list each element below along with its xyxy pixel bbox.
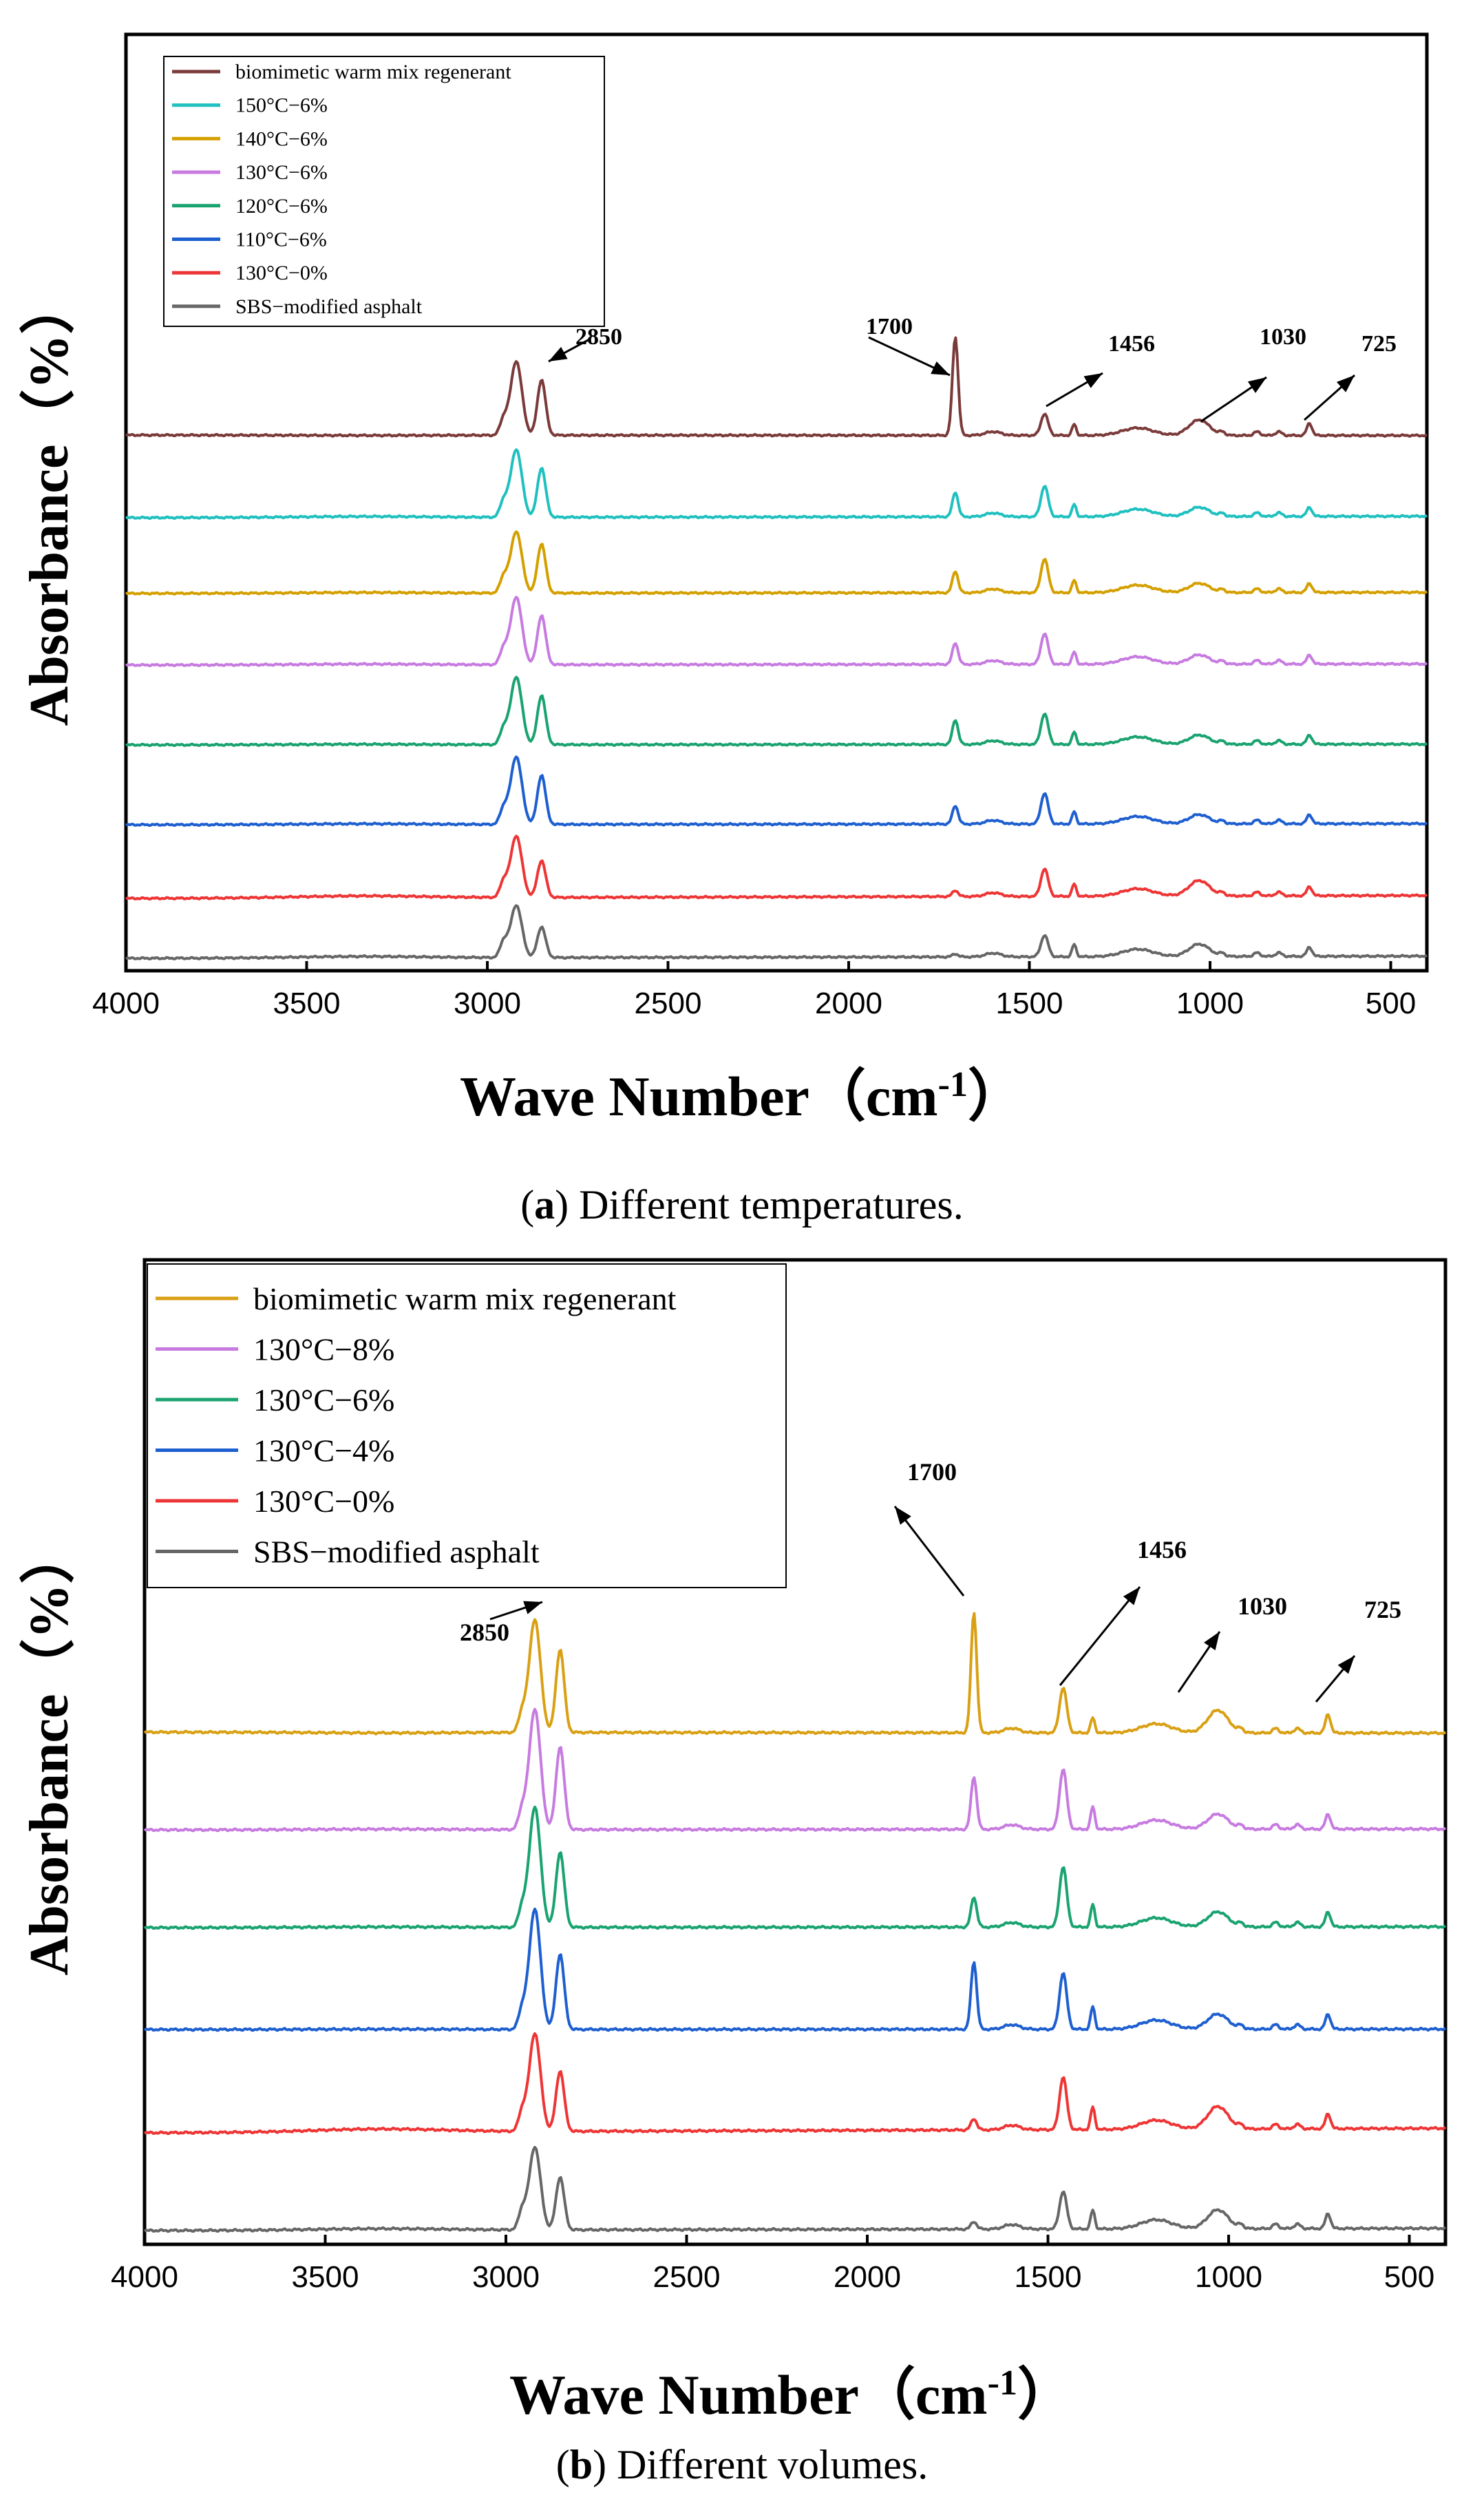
- panel-a-legend-label: 130°C−0%: [235, 262, 328, 284]
- panel-a-annotation-label: 1700: [866, 314, 913, 339]
- panel-b-legend-label: SBS−modified asphalt: [253, 1535, 540, 1570]
- panel-b-x-tick-label: 3000: [472, 2260, 540, 2294]
- panel-b-legend-label: biomimetic warm mix regenerant: [253, 1281, 677, 1316]
- panel-b-x-tick-label: 2500: [653, 2260, 721, 2294]
- panel-a-legend-label: 120°C−6%: [235, 195, 328, 218]
- panel-a-y-axis-label: Absorbance（%）: [19, 280, 80, 726]
- panel-a-annotation-arrowhead: [549, 346, 568, 361]
- panel-b-annotation-arrowhead: [1123, 1587, 1140, 1605]
- panel-b-x-tick-label: 1500: [1015, 2260, 1082, 2294]
- panel-a-caption: (a) Different temperatures.: [520, 1182, 964, 1228]
- panel-b-x-tick-label: 2000: [834, 2260, 901, 2294]
- panel-a-series-line: [125, 448, 1428, 520]
- panel-a-x-tick-label: 3500: [273, 987, 341, 1020]
- panel-b-series-line: [143, 2146, 1447, 2233]
- panel-b-x-axis-label: Wave Number（cm-1）: [509, 2363, 1074, 2427]
- panel-a-x-ticks: 4000 3500 3000 2500 2000 1500 1000 500: [92, 961, 1416, 1020]
- panel-a-legend-label: 130°C−6%: [235, 161, 328, 184]
- panel-b-legend-box: [147, 1263, 787, 1588]
- panel-a-legend-label: SBS−modified asphalt: [235, 295, 423, 318]
- panel-b-caption: (b) Different volumes.: [556, 2442, 928, 2487]
- panel-a-x-tick-label: 4000: [92, 987, 160, 1020]
- panel-a-series-line: [125, 596, 1428, 668]
- panel-a-legend-label: 150°C−6%: [235, 94, 328, 117]
- panel-a-x-tick-label: 1000: [1176, 987, 1244, 1020]
- panel-a-series-line: [125, 755, 1428, 828]
- panel-a-x-tick-label: 3000: [454, 987, 521, 1020]
- panel-b-legend-label: 130°C−6%: [253, 1382, 394, 1418]
- panel-a-x-tick-label: 2500: [635, 987, 702, 1020]
- panel-a-annotation-arrowhead: [931, 361, 950, 375]
- panel-a-annotation-arrowhead: [1336, 375, 1355, 392]
- panel-a-annotation-label: 725: [1361, 331, 1397, 357]
- panel-a-series-line: [125, 904, 1428, 960]
- panel-b-annotation-arrow: [1059, 1586, 1141, 1686]
- panel-a-annotation-label: 1456: [1108, 331, 1155, 357]
- panel-a-chart: 4000 3500 3000 2500 2000 1500 1000 500 2850 1700…: [19, 32, 1429, 1228]
- panel-a-x-tick-label: 500: [1366, 987, 1416, 1020]
- panel-b-legend: biomimetic warm mix regenerant 130°C−8% 13…: [147, 1263, 787, 1588]
- panel-a-legend: biomimetic warm mix regenerant 150°C−6% 14…: [163, 56, 605, 327]
- panel-b-annotation-arrowhead: [1337, 1656, 1355, 1674]
- panel-a-series-lines: [125, 336, 1428, 960]
- panel-a-annotations: 2850 1700 1456 1030 725: [548, 314, 1397, 423]
- panel-a-series-line: [125, 530, 1428, 596]
- panel-a-series-line: [125, 834, 1428, 900]
- panel-a-annotation-label: 2850: [575, 324, 622, 350]
- panel-b-legend-label: 130°C−0%: [253, 1484, 394, 1519]
- panel-b-series-lines: [143, 1612, 1447, 2233]
- panel-b-plot-frame: [142, 1258, 1448, 2246]
- panel-b-annotation-arrow: [893, 1506, 965, 1597]
- panel-a-annotation-label: 1030: [1260, 324, 1306, 350]
- panel-b-y-axis-label: Absorbance（%）: [19, 1529, 80, 1976]
- panel-a-legend-label: biomimetic warm mix regenerant: [235, 61, 511, 83]
- panel-a-legend-box: [163, 56, 605, 327]
- panel-b-annotation-label: 725: [1364, 1596, 1401, 1623]
- panel-b-annotation-label: 1456: [1137, 1536, 1187, 1563]
- panel-a-legend-label: 110°C−6%: [235, 229, 327, 251]
- panel-b-series-line: [143, 1907, 1447, 2032]
- panel-b-x-tick-label: 1000: [1195, 2260, 1262, 2294]
- panel-a-x-axis-label: Wave Number（cm-1）: [460, 1065, 1024, 1128]
- panel-b-series-line: [143, 1707, 1447, 1833]
- panel-b-annotation-arrowhead: [895, 1506, 911, 1525]
- panel-b-annotation-label: 2850: [460, 1619, 509, 1646]
- panel-a-series-line: [125, 336, 1428, 438]
- panel-a-x-tick-label: 2000: [815, 987, 882, 1020]
- panel-a-plot-frame: [124, 32, 1429, 973]
- panel-b-legend-label: 130°C−4%: [253, 1433, 394, 1468]
- panel-b-legend-label: 130°C−8%: [253, 1332, 394, 1367]
- panel-b-x-tick-label: 500: [1384, 2260, 1434, 2294]
- panel-b-annotation-label: 1030: [1238, 1592, 1287, 1620]
- panel-b-annotation-arrowhead: [1204, 1632, 1220, 1651]
- panel-a-series-line: [125, 675, 1428, 748]
- panel-a-legend-label: 140°C−6%: [235, 127, 328, 150]
- panel-b-annotation-label: 1700: [907, 1458, 957, 1486]
- panel-b-series-line: [143, 1805, 1447, 1930]
- panel-b-x-tick-label: 3500: [292, 2260, 359, 2294]
- panel-b-series-line: [143, 1612, 1447, 1736]
- panel-a-annotation-arrowhead: [1247, 377, 1266, 393]
- panel-b-x-tick-label: 4000: [111, 2260, 178, 2294]
- panel-a-x-tick-label: 1500: [996, 987, 1063, 1020]
- panel-b-annotations: 2850 1700 1456 1030 725: [460, 1458, 1401, 1703]
- panel-b-series-line: [143, 2032, 1447, 2136]
- panel-b-x-ticks: 4000 3500 3000 2500 2000 1500 1000 500: [111, 2235, 1434, 2294]
- panel-a-annotation-arrowhead: [1083, 373, 1103, 388]
- panel-b-annotation-arrowhead: [523, 1601, 542, 1614]
- panel-b-chart: 4000 3500 3000 2500 2000 1500 1000 500 2850 1700…: [19, 1258, 1448, 2487]
